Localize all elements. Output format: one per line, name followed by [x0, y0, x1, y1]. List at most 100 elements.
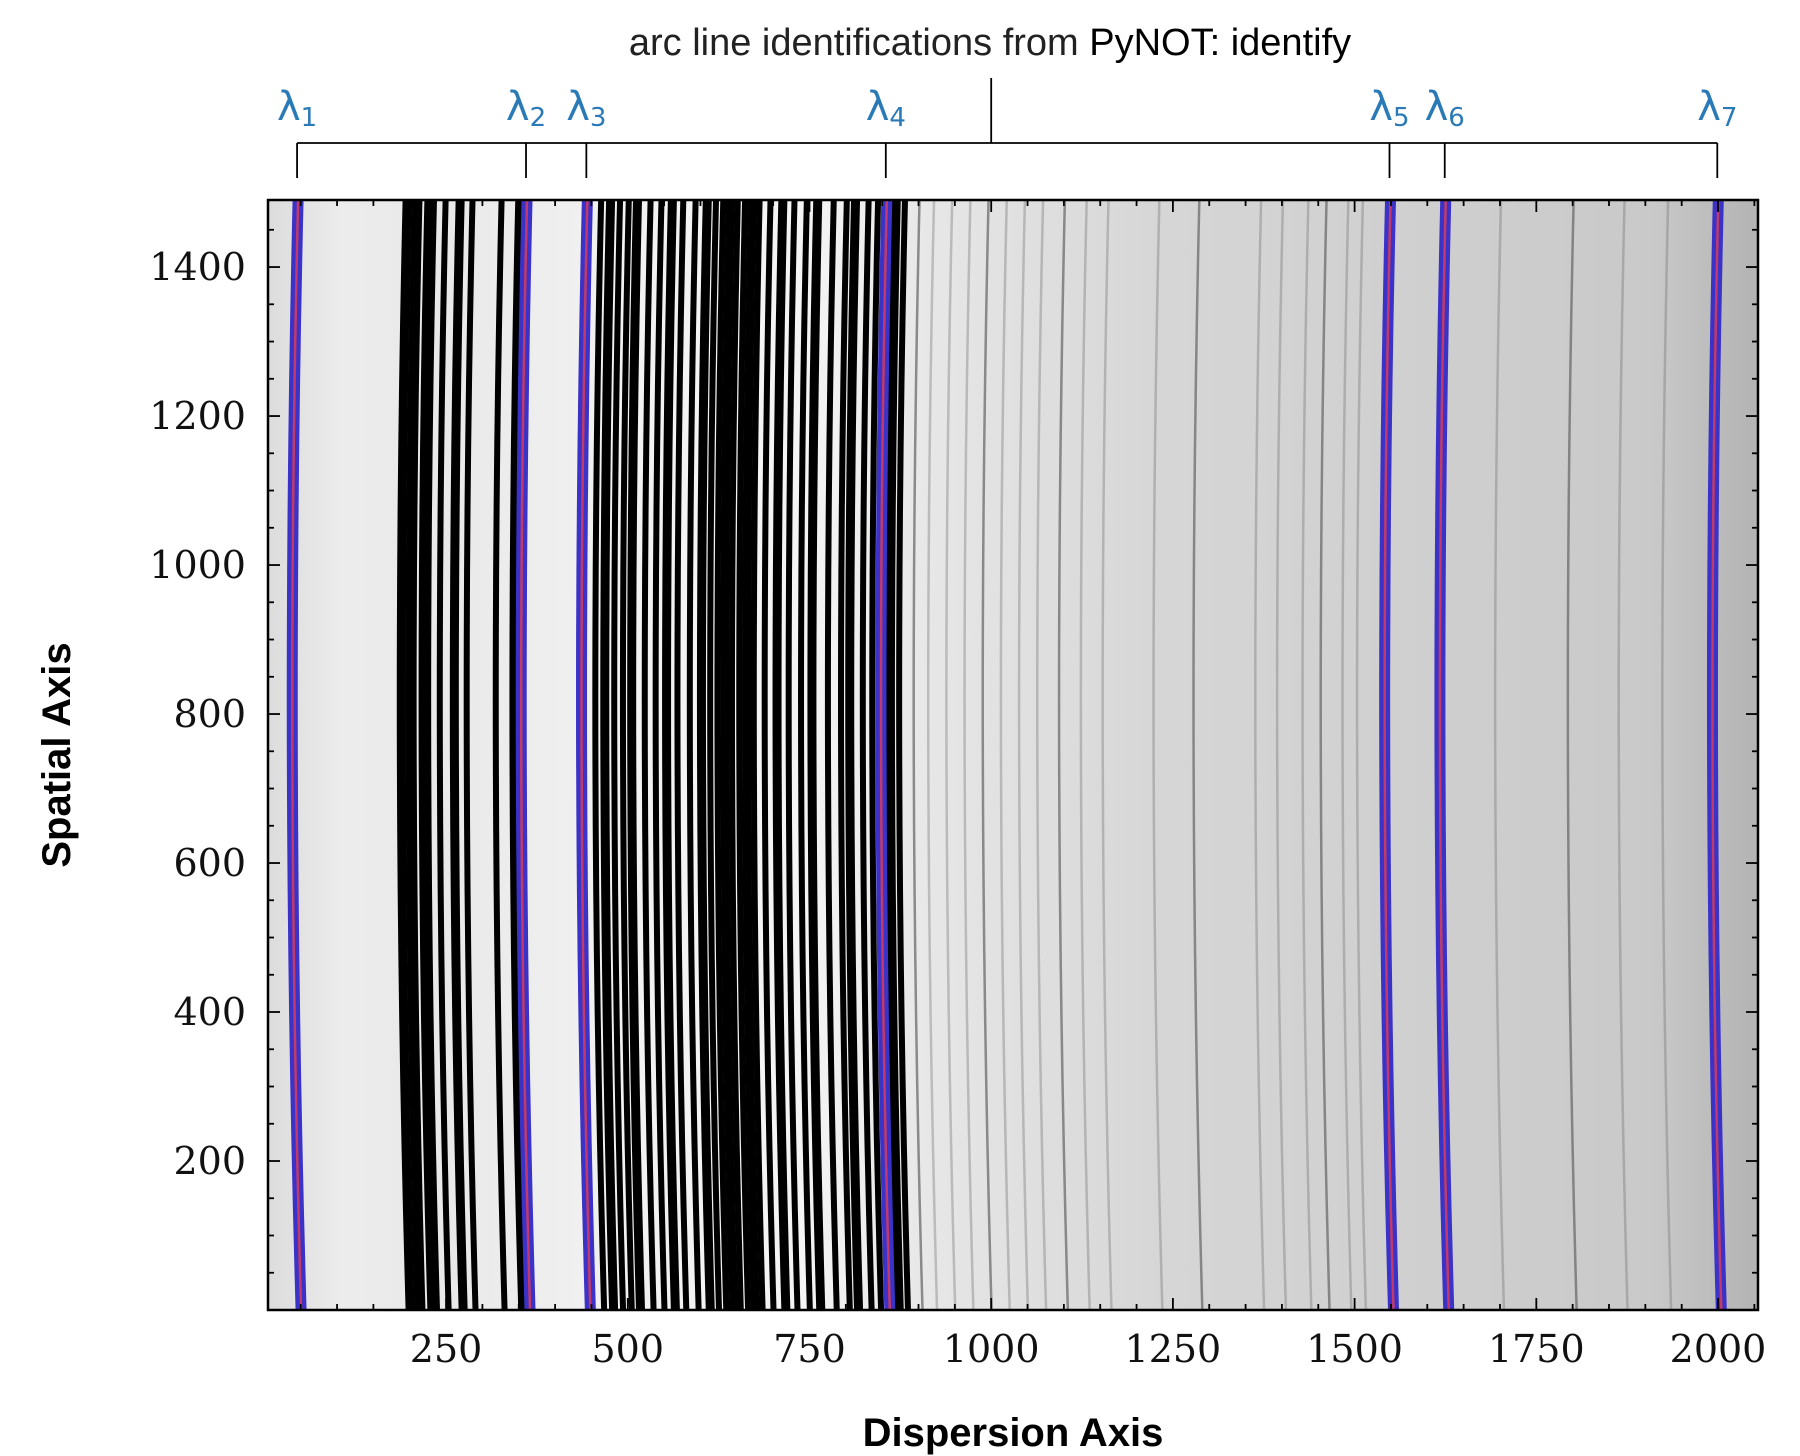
identified-line-core-4 — [879, 200, 892, 1310]
arc-line-dark — [674, 200, 690, 1310]
chart-title-prefix: arc line identifications from — [629, 22, 1089, 64]
arc-line-dark — [714, 200, 730, 1310]
arc-line-faint — [1035, 200, 1048, 1310]
arc-line-dark — [838, 200, 853, 1310]
arc-line-dark — [742, 200, 760, 1310]
x-tick-label: 750 — [773, 1327, 846, 1371]
arc-line-dark — [707, 200, 722, 1310]
identified-line-core-6 — [1438, 200, 1450, 1310]
arc-line-dark — [611, 200, 627, 1310]
arc-line-faint — [1192, 200, 1204, 1310]
arc-line-faint — [1661, 200, 1673, 1310]
x-tick-label: 1250 — [1125, 1327, 1222, 1371]
arc-line-faint — [1355, 200, 1368, 1310]
identified-line-core-3 — [580, 200, 592, 1310]
arc-line-dark — [696, 200, 715, 1310]
arc-line-dark — [641, 200, 657, 1310]
line-label-5: λ5 — [1369, 84, 1409, 133]
arc-line-faint — [1057, 200, 1070, 1310]
identified-line-core-1 — [290, 200, 303, 1310]
arc-line-dark — [845, 200, 864, 1310]
line-id-bracket — [296, 78, 1719, 178]
x-tick-label: 500 — [592, 1327, 665, 1371]
arc-line-dark — [896, 200, 911, 1310]
arc-line-dark — [798, 200, 813, 1310]
y-tick-label: 200 — [173, 1139, 246, 1183]
arc-line-faint — [963, 200, 975, 1310]
arc-line-dark — [492, 200, 508, 1310]
arc-line-faint — [926, 200, 939, 1310]
identified-lines — [286, 200, 1727, 1310]
arc-line-dark — [396, 200, 415, 1310]
arc-line-dark — [750, 200, 766, 1310]
chart-title-emph: PyNOT: identify — [1089, 22, 1351, 64]
x-tick-label: 1000 — [943, 1327, 1040, 1371]
plot-background — [268, 200, 1758, 1310]
y-tick-label: 1200 — [149, 394, 246, 438]
plot-frame — [266, 198, 1760, 1312]
arc-line-dark — [436, 200, 452, 1310]
arc-line-dark — [761, 200, 777, 1310]
x-axis-label: Dispersion Axis — [863, 1411, 1164, 1455]
arc-line-dark — [405, 200, 421, 1310]
x-tick-label: 1750 — [1488, 1327, 1585, 1371]
arc-line-faint — [1017, 200, 1030, 1310]
arc-line-faint — [1493, 200, 1506, 1310]
line-label-7: λ7 — [1697, 84, 1737, 133]
y-axis-label: Spatial Axis — [35, 642, 79, 867]
arc-line-dark — [859, 200, 875, 1310]
x-axis-ticks: 250 500 750 1000 1250 1500 1750 2000 — [299, 200, 1767, 1371]
arc-line-dark — [785, 200, 801, 1310]
arc-line-dark — [627, 200, 646, 1310]
line-label-3: λ3 — [566, 84, 606, 133]
y-tick-label: 1400 — [149, 245, 246, 289]
line-label-1: λ1 — [277, 84, 317, 133]
arc-lines — [396, 200, 1673, 1310]
arc-line-faint — [1275, 200, 1288, 1310]
identified-line-core-5 — [1383, 200, 1395, 1310]
arc-line-faint — [945, 200, 957, 1310]
arc-line-dark — [772, 200, 791, 1310]
identified-line-core-7 — [1711, 200, 1723, 1310]
line-label-4: λ4 — [866, 84, 906, 133]
x-tick-label: 1500 — [1306, 1327, 1403, 1371]
arc-line-dark — [736, 200, 752, 1310]
arc-line-dark — [425, 200, 440, 1310]
arc-line-dark — [449, 200, 468, 1310]
arc-line-dark — [720, 200, 739, 1310]
arc-line-dark — [410, 200, 426, 1310]
arc-line-faint — [981, 200, 993, 1310]
y-axis-ticks: 200 400 600 800 1000 1200 1400 — [149, 228, 1758, 1311]
arc-line-faint — [999, 200, 1011, 1310]
y-tick-label: 800 — [173, 692, 246, 736]
arc-line-faint — [1617, 200, 1629, 1310]
arc-line-faint — [1301, 200, 1313, 1310]
arc-line-dark — [686, 200, 702, 1310]
line-id-labels: λ1 λ2 λ3 λ4 λ5 λ6 λ7 — [277, 84, 1737, 133]
arc-line-dark — [662, 200, 680, 1310]
line-label-2: λ2 — [506, 84, 546, 133]
arc-line-dark — [728, 200, 744, 1310]
x-tick-label: 2000 — [1670, 1327, 1767, 1371]
arc-line-dark — [652, 200, 668, 1310]
chart-title: arc line identifications from PyNOT: ide… — [629, 22, 1351, 64]
y-tick-label: 1000 — [149, 543, 246, 587]
identified-line-core-2 — [519, 200, 532, 1310]
arc-line-faint — [1079, 200, 1091, 1310]
arc-line-dark — [592, 200, 608, 1310]
arc-line-faint — [912, 200, 924, 1310]
arc-line-dark — [824, 200, 840, 1310]
x-tick-label: 250 — [410, 1327, 483, 1371]
y-tick-label: 400 — [173, 990, 246, 1034]
arc-line-faint — [1566, 200, 1578, 1310]
arc-line-faint — [1341, 200, 1353, 1310]
arc-line-faint — [1152, 200, 1164, 1310]
arc-line-dark — [600, 200, 619, 1310]
y-tick-label: 600 — [173, 841, 246, 885]
arc-line-dark — [418, 200, 437, 1310]
arc-line-dark — [869, 200, 885, 1310]
arc-line-dark — [885, 200, 904, 1310]
arc-line-dark — [509, 200, 528, 1310]
arc-line-dark — [619, 200, 635, 1310]
